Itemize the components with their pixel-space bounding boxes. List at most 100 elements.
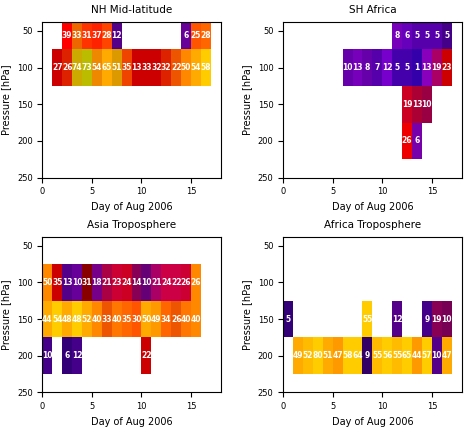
Text: 27: 27 [52, 63, 63, 72]
Bar [62, 264, 72, 301]
Bar [412, 86, 422, 123]
Text: 23: 23 [441, 63, 452, 72]
Bar [141, 264, 151, 301]
Text: 54: 54 [191, 63, 201, 72]
Bar [92, 22, 102, 49]
Text: 39: 39 [62, 31, 73, 40]
Text: 50: 50 [181, 63, 191, 72]
Bar [303, 337, 313, 374]
Text: 6: 6 [405, 31, 410, 40]
Bar [422, 49, 432, 86]
Text: 58: 58 [342, 351, 353, 360]
Text: 14: 14 [131, 278, 142, 287]
Bar [42, 301, 52, 337]
Text: 32: 32 [151, 63, 162, 72]
Y-axis label: Pressure [hPa]: Pressure [hPa] [1, 279, 11, 350]
Text: 23: 23 [112, 278, 122, 287]
Title: Africa Troposphere: Africa Troposphere [324, 220, 421, 230]
Text: 10: 10 [441, 315, 452, 324]
Bar [432, 49, 442, 86]
Text: 80: 80 [313, 351, 323, 360]
Y-axis label: Pressure [hPa]: Pressure [hPa] [242, 65, 252, 135]
Text: 5: 5 [405, 63, 410, 72]
Bar [161, 49, 171, 86]
Bar [42, 264, 52, 301]
Bar [392, 301, 402, 337]
Title: Asia Troposphere: Asia Troposphere [87, 220, 176, 230]
Text: 65: 65 [102, 63, 112, 72]
Bar [412, 49, 422, 86]
Bar [353, 49, 363, 86]
Text: 35: 35 [52, 278, 63, 287]
Bar [432, 22, 442, 49]
Text: 74: 74 [72, 63, 82, 72]
Text: 55: 55 [362, 315, 373, 324]
Bar [412, 123, 422, 159]
Text: 21: 21 [102, 278, 112, 287]
Bar [412, 22, 422, 49]
Bar [171, 49, 181, 86]
Text: 13: 13 [131, 63, 142, 72]
Text: 6: 6 [184, 31, 189, 40]
Text: 19: 19 [431, 315, 442, 324]
Text: 28: 28 [101, 31, 112, 40]
Bar [161, 301, 171, 337]
Bar [442, 301, 452, 337]
Text: 5: 5 [414, 31, 420, 40]
Text: 24: 24 [161, 278, 171, 287]
Bar [432, 301, 442, 337]
Bar [72, 264, 82, 301]
Bar [102, 264, 112, 301]
Bar [122, 49, 131, 86]
Bar [102, 301, 112, 337]
Text: 9: 9 [365, 351, 370, 360]
Text: 52: 52 [303, 351, 313, 360]
Text: 55: 55 [392, 351, 402, 360]
Text: 40: 40 [191, 315, 201, 324]
Text: 6: 6 [65, 351, 70, 360]
Text: 13: 13 [412, 100, 422, 109]
Bar [353, 337, 363, 374]
X-axis label: Day of Aug 2006: Day of Aug 2006 [332, 202, 413, 212]
Bar [323, 337, 333, 374]
Text: 26: 26 [171, 315, 181, 324]
Bar [181, 264, 191, 301]
Bar [52, 49, 62, 86]
Bar [293, 337, 303, 374]
Bar [402, 123, 412, 159]
Bar [333, 337, 343, 374]
X-axis label: Day of Aug 2006: Day of Aug 2006 [332, 417, 413, 427]
Bar [72, 301, 82, 337]
Bar [201, 22, 211, 49]
Text: 12: 12 [392, 315, 402, 324]
Bar [92, 49, 102, 86]
Text: 10: 10 [342, 63, 353, 72]
Bar [102, 49, 112, 86]
Bar [72, 22, 82, 49]
Bar [122, 264, 131, 301]
Text: 54: 54 [52, 315, 63, 324]
Text: 21: 21 [151, 278, 162, 287]
Bar [131, 301, 141, 337]
Bar [392, 22, 402, 49]
Text: 26: 26 [181, 278, 191, 287]
Text: 31: 31 [82, 278, 92, 287]
Bar [422, 337, 432, 374]
Bar [191, 264, 201, 301]
Bar [442, 22, 452, 49]
Text: 25: 25 [191, 31, 201, 40]
Text: 49: 49 [293, 351, 303, 360]
Bar [151, 301, 161, 337]
Text: 19: 19 [402, 100, 412, 109]
Text: 37: 37 [91, 31, 102, 40]
Text: 35: 35 [122, 315, 132, 324]
Bar [161, 264, 171, 301]
Bar [42, 337, 52, 374]
Y-axis label: Pressure [hPa]: Pressure [hPa] [242, 279, 252, 350]
Text: 40: 40 [112, 315, 122, 324]
Bar [82, 301, 92, 337]
Text: 28: 28 [201, 31, 211, 40]
Text: 8: 8 [365, 63, 370, 72]
Bar [382, 49, 392, 86]
Bar [82, 49, 92, 86]
